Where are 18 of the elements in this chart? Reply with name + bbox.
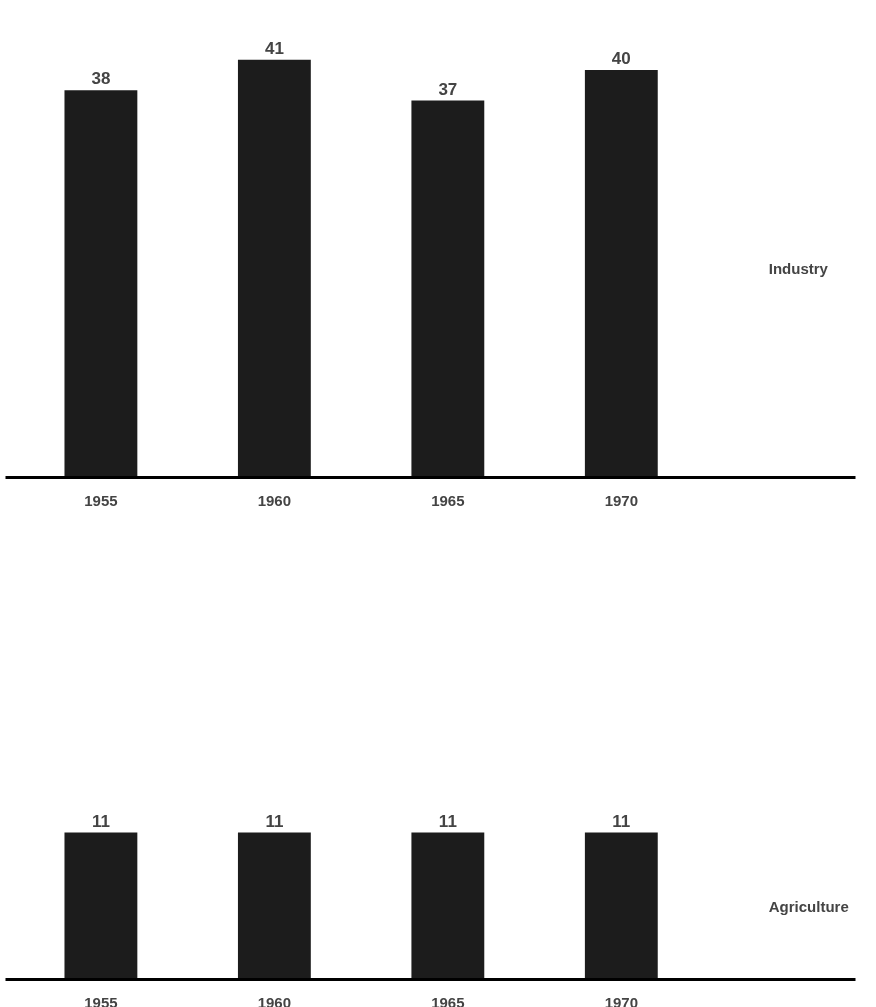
x-tick-label: 1955 [84,993,118,1007]
data-label: 40 [611,48,631,68]
text: Agriculture [768,897,849,915]
x-tick-label: 1960 [257,993,292,1007]
data-label: 11 [265,811,284,831]
x-tick-label: 1965 [431,491,465,509]
data-label: 11 [438,811,457,831]
x-tick-label: 1965 [431,993,465,1007]
data-label: 41 [264,38,284,58]
data-label: 11 [612,811,631,831]
text: Industry [768,260,829,278]
data-label: 38 [91,69,111,89]
x-tick-label: 1955 [84,491,118,509]
data-label: 11 [91,811,110,831]
x-tick-label: 1960 [257,491,292,509]
x-tick-label: 1970 [604,491,639,509]
x-tick-label: 1970 [604,993,639,1007]
data-label: 37 [438,79,458,99]
